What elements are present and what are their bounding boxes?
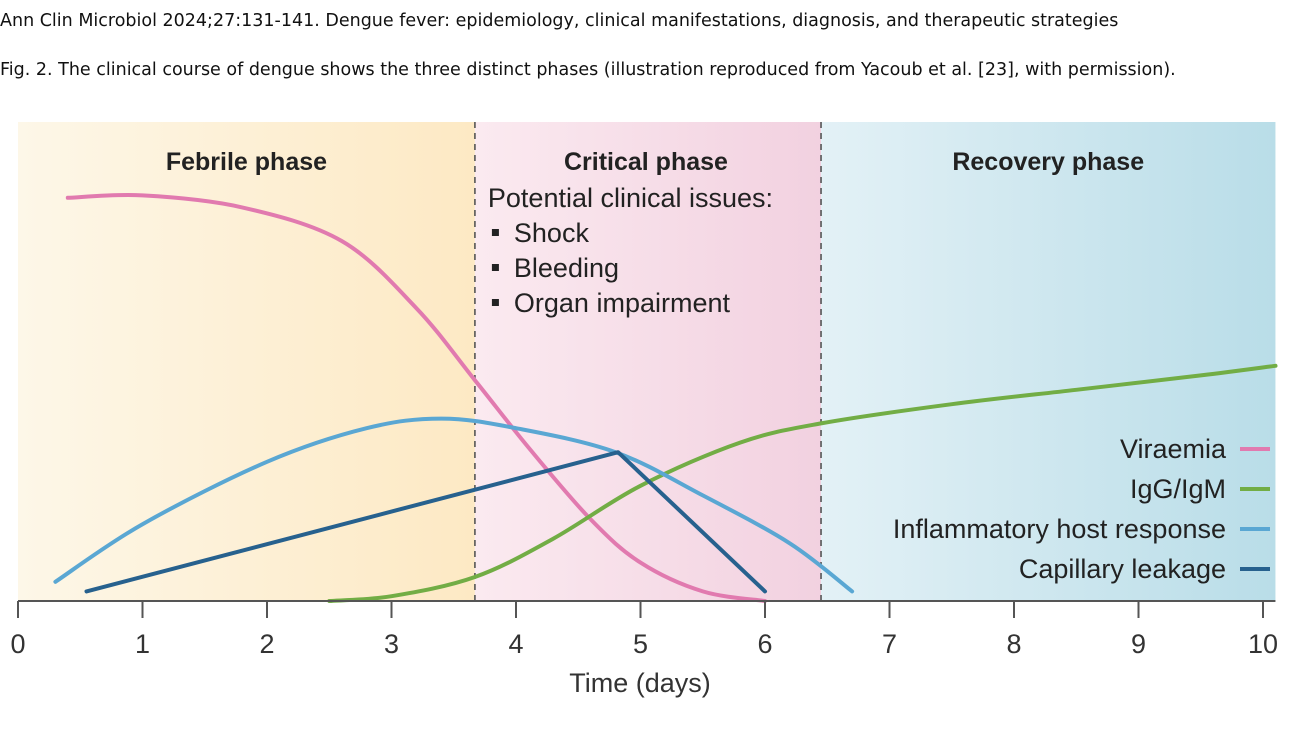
- x-tick-label: 0: [10, 629, 25, 659]
- x-axis-title: Time (days): [569, 668, 711, 698]
- critical-phase-title: Critical phase: [564, 148, 728, 176]
- capillary-leakage-line: [84, 450, 767, 594]
- viraemia-line: [65, 193, 767, 603]
- journal-citation: Ann Clin Microbiol 2024;27:131-141. Deng…: [0, 11, 1119, 31]
- legend-label-viraemia: Viraemia: [1120, 434, 1227, 464]
- critical-phase-band: [474, 122, 822, 601]
- clinical-issue-item: Shock: [514, 218, 590, 248]
- x-tick-label: 1: [135, 629, 150, 659]
- febrile-phase-title: Febrile phase: [166, 148, 327, 176]
- x-tick-label: 3: [384, 629, 399, 659]
- legend-label-inflammatory-host-response: Inflammatory host response: [893, 514, 1226, 544]
- x-tick-label: 5: [633, 629, 648, 659]
- figure-caption: Fig. 2. The clinical course of dengue sh…: [0, 60, 1176, 80]
- inflammatory-host-response-line: [53, 416, 855, 594]
- x-tick-label: 10: [1248, 629, 1278, 659]
- febrile-phase-band: [18, 122, 475, 601]
- x-tick-label: 2: [259, 629, 274, 659]
- x-tick-label: 7: [882, 629, 897, 659]
- legend-label-igg-igm: IgG/IgM: [1130, 474, 1226, 504]
- bullet-icon: [491, 264, 499, 271]
- bullet-icon: [491, 229, 499, 236]
- legend-label-capillary-leakage: Capillary leakage: [1019, 554, 1226, 584]
- clinical-issues-heading: Potential clinical issues:: [488, 183, 773, 213]
- x-tick-label: 8: [1006, 629, 1021, 659]
- clinical-issue-item: Organ impairment: [514, 288, 731, 318]
- x-tick-label: 6: [757, 629, 772, 659]
- recovery-phase-band: [821, 122, 1276, 601]
- x-tick-label: 9: [1131, 629, 1146, 659]
- igg-igm-line: [327, 363, 1278, 603]
- x-tick-label: 4: [508, 629, 523, 659]
- bullet-icon: [491, 299, 499, 306]
- clinical-issue-item: Bleeding: [514, 253, 619, 283]
- recovery-phase-title: Recovery phase: [952, 148, 1144, 176]
